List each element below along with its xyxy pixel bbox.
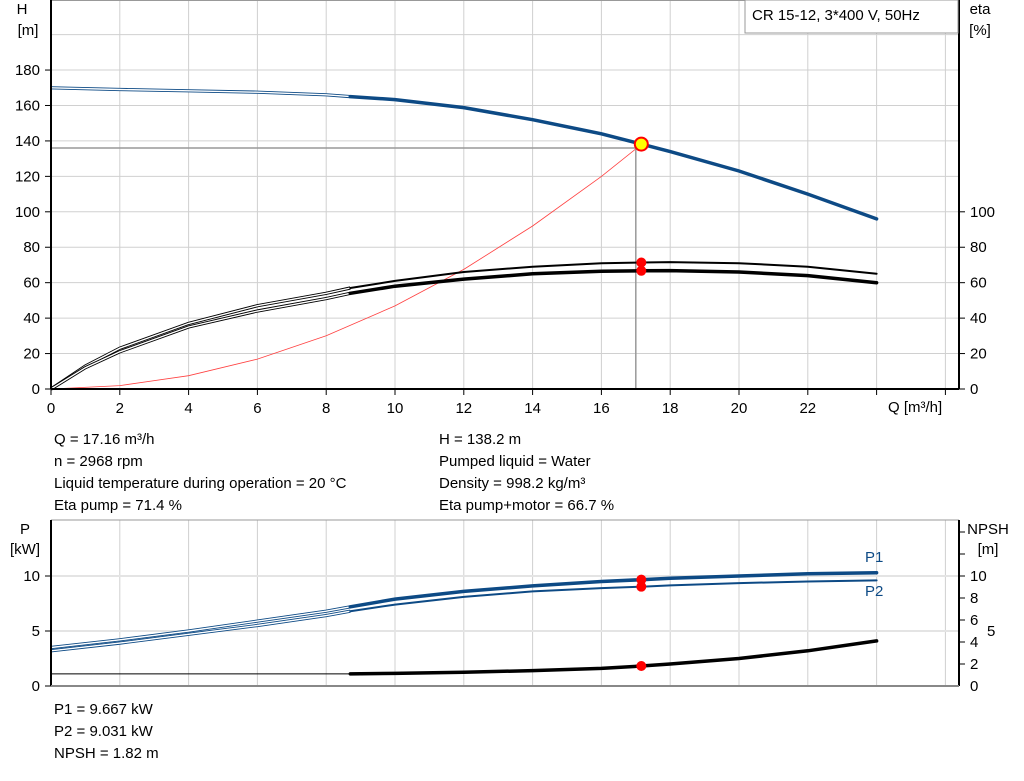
npsh-curve [348,639,879,676]
eta-axis-unit: [%] [969,22,991,39]
h-tick-label: 140 [15,133,40,150]
eta-pump-motor-curve [348,268,879,296]
x-tick-label: 2 [116,400,124,417]
p-tick-label: 10 [23,568,40,585]
info-npsh: NPSH = 1.82 m [54,745,159,762]
p2-curve [349,579,878,613]
x-tick-label: 14 [524,400,541,417]
eta-tick-label: 100 [970,204,995,221]
chart-title: CR 15-12, 3*400 V, 50Hz [752,7,920,24]
npsh-tick-label: 10 [970,568,987,585]
chart-marks [50,86,879,676]
x-tick-label: 18 [662,400,679,417]
npsh-tick-label: 4 [970,634,978,651]
duty-point-marker [633,136,649,152]
npsh-tick-label: 6 [970,612,978,629]
p2-curve-extended [50,610,351,652]
eta-pump-marker [636,257,647,268]
top-grid [51,0,959,389]
eta-tick-label: 40 [970,310,987,327]
x-tick-label: 16 [593,400,610,417]
x-tick-label: 4 [184,400,192,417]
info-right: H = 138.2 m Pumped liquid = Water Densit… [439,429,614,517]
info-p2: P2 = 9.031 kW [54,723,153,740]
info-density: Density = 998.2 kg/m³ [439,475,586,492]
p-axis-unit: [kW] [10,541,40,558]
bottom-grid [51,519,959,686]
x-tick-label: 8 [322,400,330,417]
h-tick-label: 0 [32,381,40,398]
p2-marker [636,581,647,592]
h-tick-label: 160 [15,97,40,114]
info-eta-pump: Eta pump = 71.4 % [54,497,182,514]
eta-pump-motor-curve-extended [50,292,351,390]
h-tick-label: 120 [15,168,40,185]
info-flow: Q = 17.16 m³/h [54,431,155,448]
p2-legend-label: P2 [865,583,883,600]
eta-pump-motor-curve-extended-outline [50,291,351,391]
npsh-axis-unit: [m] [978,541,999,558]
info-eta-pump-motor: Eta pump+motor = 66.7 % [439,497,615,514]
system-curve [50,148,637,390]
h-tick-label: 80 [23,239,40,256]
p1-legend-label: P1 [865,549,883,566]
p1-marker [636,574,647,585]
info-speed: n = 2968 rpm [54,453,143,470]
npsh-tick-label: 0 [970,678,978,695]
eta-pump-curve [349,261,878,289]
info-bottom: P1 = 9.667 kW P2 = 9.031 kW NPSH = 1.82 … [54,699,159,765]
npsh-axis-name: NPSH [967,521,1009,538]
p1-curve-extended [50,606,351,649]
p-axis-name: P [20,521,30,538]
npsh-tick-label: 8 [970,590,978,607]
x-tick-label: 12 [455,400,472,417]
h-tick-label: 180 [15,62,40,79]
p1-curve-extended-outline [50,605,351,650]
h-axis-name: H [17,1,28,18]
h-axis-unit: [m] [18,22,39,39]
eta-tick-label: 0 [970,381,978,398]
h-tick-label: 100 [15,204,40,221]
eta-tick-label: 80 [970,239,987,256]
title-box [744,0,959,34]
info-temperature: Liquid temperature during operation = 20… [54,475,347,492]
h-tick-label: 40 [23,310,40,327]
eta-tick-label: 20 [970,346,987,363]
h-tick-label: 20 [23,346,40,363]
head-curve-extended [50,87,351,98]
x-tick-label: 0 [47,400,55,417]
info-liquid: Pumped liquid = Water [439,453,591,470]
axes: 0 2 4 6 8 10 12 14 16 18 20 22020406080100120140160… [15,0,995,695]
eta-tick-label: 60 [970,275,987,292]
eta-axis-name: eta [970,1,992,18]
x-tick-label: 22 [799,400,816,417]
info-p1: P1 = 9.667 kW [54,701,153,718]
head-curve [348,94,879,221]
info-left: Q = 17.16 m³/h n = 2968 rpm Liquid tempe… [54,429,346,517]
npsh-tick-label: 5 [987,623,995,640]
h-tick-label: 60 [23,275,40,292]
q-axis-label: Q [m³/h] [888,399,942,416]
x-tick-label: 6 [253,400,261,417]
npsh-tick-label: 2 [970,656,978,673]
eta-pump-motor-marker [636,265,647,276]
x-tick-label: 10 [387,400,404,417]
x-tick-label: 20 [731,400,748,417]
info-head: H = 138.2 m [439,431,522,448]
p1-curve [348,570,879,609]
p-tick-label: 5 [32,623,40,640]
p-tick-label: 0 [32,678,40,695]
npsh-marker [636,660,647,671]
